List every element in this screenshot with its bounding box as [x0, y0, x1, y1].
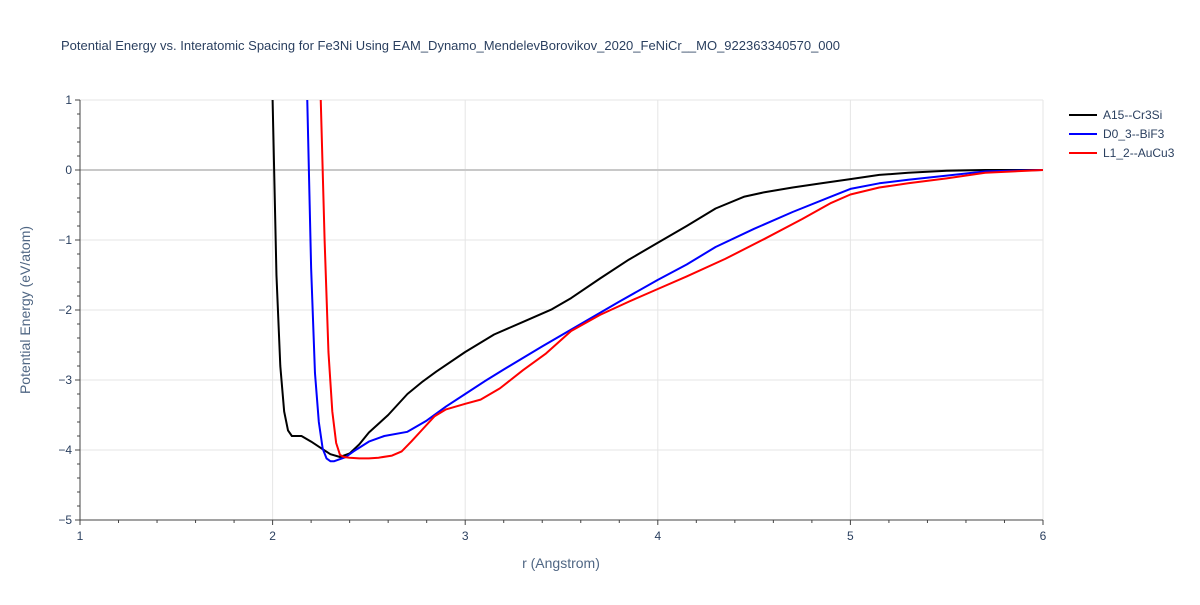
series-layer [271, 100, 1043, 463]
y-tick-label: 0 [65, 163, 72, 177]
legend-item-0[interactable]: A15--Cr3Si [1069, 108, 1162, 122]
x-tick-label: 3 [462, 529, 469, 543]
x-tick-label: 2 [269, 529, 276, 543]
legend-item-2[interactable]: L1_2--AuCu3 [1069, 146, 1175, 160]
y-tick-label: 1 [65, 93, 72, 107]
x-tick-label: 4 [654, 529, 661, 543]
series-line-1 [306, 100, 1043, 463]
y-tick-label: −1 [58, 233, 72, 247]
x-tick-label: 5 [847, 529, 854, 543]
legend[interactable]: A15--Cr3Si D0_3--BiF3 L1_2--AuCu3 [1069, 108, 1175, 160]
chart-title: Potential Energy vs. Interatomic Spacing… [61, 38, 840, 53]
x-tick-label: 6 [1040, 529, 1047, 543]
y-tick-label: −4 [58, 443, 72, 457]
legend-label: D0_3--BiF3 [1103, 127, 1165, 141]
x-axis-title: r (Angstrom) [522, 555, 600, 571]
x-tick-label: 1 [77, 529, 84, 543]
y-tick-label: −3 [58, 373, 72, 387]
legend-label: A15--Cr3Si [1103, 108, 1162, 122]
legend-label: L1_2--AuCu3 [1103, 146, 1175, 160]
y-tick-label: −2 [58, 303, 72, 317]
y-axis-title: Potential Energy (eV/atom) [17, 226, 33, 394]
y-tick-label: −5 [58, 513, 72, 527]
legend-item-1[interactable]: D0_3--BiF3 [1069, 127, 1165, 141]
series-line-2 [319, 100, 1043, 460]
axis-layer: 1 2 3 4 5 6 1 0 −1 −2 −3 −4 −5 [58, 93, 1046, 543]
series-line-0 [271, 100, 1043, 458]
